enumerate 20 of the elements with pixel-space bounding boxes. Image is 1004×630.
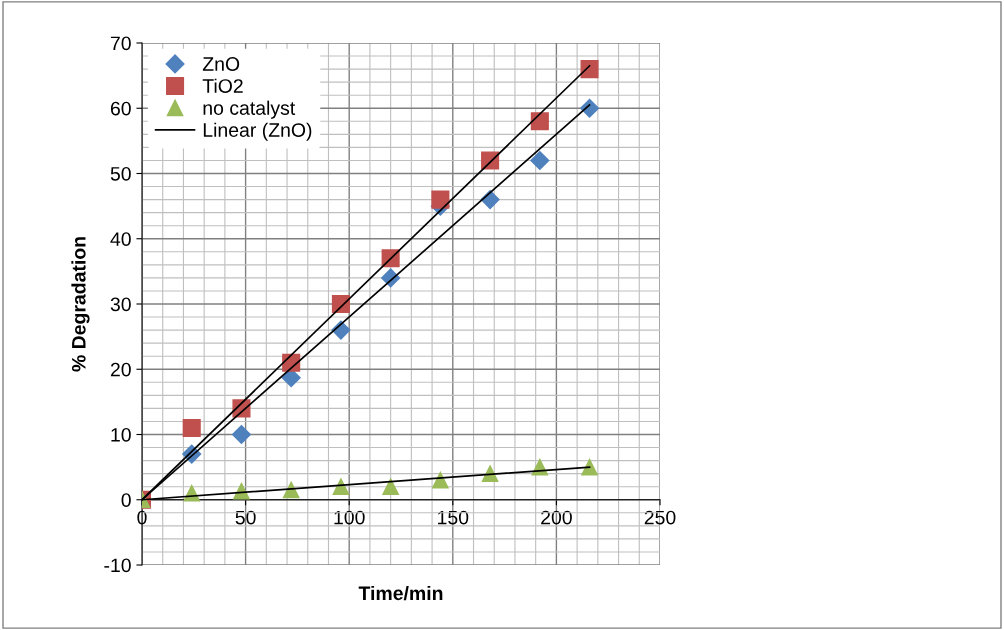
x-tick-label: 200 bbox=[541, 510, 572, 525]
legend-label: Linear (ZnO) bbox=[203, 122, 312, 141]
y-tick-label: 40 bbox=[110, 232, 131, 246]
x-tick-label: 250 bbox=[644, 510, 676, 525]
x-tick-label: 100 bbox=[334, 510, 365, 525]
y-tick-label: 70 bbox=[110, 36, 131, 51]
x-tick-label: 150 bbox=[438, 510, 469, 525]
legend-label: TiO2 bbox=[202, 78, 243, 93]
y-tick-label: 10 bbox=[111, 427, 131, 442]
x-tick-label: 50 bbox=[235, 510, 256, 525]
x-axis-title: Time/min bbox=[358, 585, 443, 601]
legend-label: ZnO bbox=[202, 57, 240, 71]
legend-label: no catalyst bbox=[203, 100, 296, 119]
y-tick-label: 0 bbox=[121, 493, 131, 507]
y-axis-title: % Degradation bbox=[71, 237, 90, 372]
y-tick-label: -10 bbox=[104, 558, 131, 573]
y-tick-label: 20 bbox=[110, 362, 131, 377]
y-tick-label: 30 bbox=[110, 297, 131, 312]
y-tick-label: 50 bbox=[110, 166, 131, 181]
y-tick-label: 60 bbox=[110, 101, 131, 116]
